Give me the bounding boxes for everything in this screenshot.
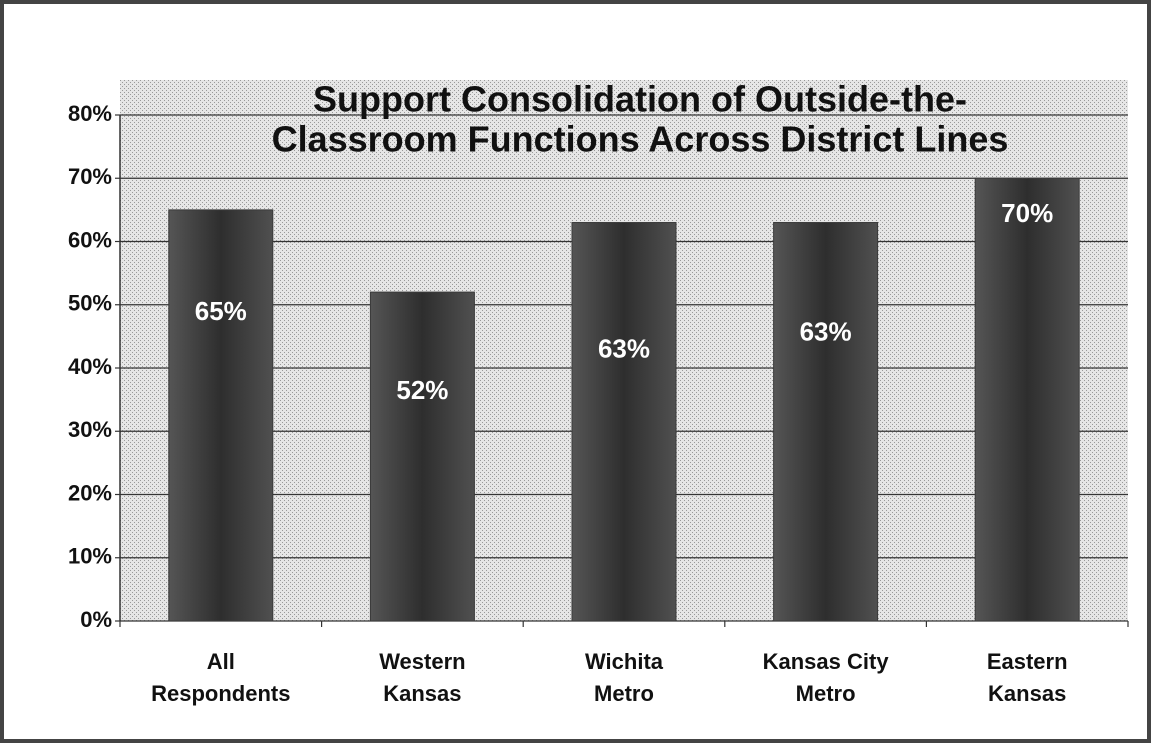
- x-tick-label: Kansas City Metro: [763, 649, 890, 706]
- y-tick-label: 80%: [68, 101, 112, 126]
- y-tick-label: 10%: [68, 544, 112, 569]
- x-tick-label: Wichita Metro: [585, 649, 664, 706]
- y-tick-label: 0%: [80, 607, 112, 632]
- bar: [369, 291, 475, 622]
- y-tick-label: 30%: [68, 417, 112, 442]
- x-tick-label: All Respondents: [151, 649, 290, 706]
- x-tick-label: Eastern Kansas: [987, 649, 1068, 706]
- value-label: 63%: [800, 316, 852, 346]
- bar: [571, 222, 677, 622]
- bar: [974, 177, 1080, 622]
- bar: [168, 209, 274, 622]
- y-tick-label: 60%: [68, 227, 112, 252]
- value-label: 52%: [396, 375, 448, 405]
- x-tick-label: Western Kansas: [379, 649, 465, 706]
- value-label: 70%: [1001, 198, 1053, 228]
- bar: [773, 222, 879, 622]
- y-tick-label: 40%: [68, 354, 112, 379]
- value-label: 63%: [598, 333, 650, 363]
- y-tick-label: 20%: [68, 480, 112, 505]
- y-tick-label: 50%: [68, 291, 112, 316]
- chart-title: Classroom Functions Across District Line…: [272, 119, 1009, 160]
- y-tick-label: 70%: [68, 164, 112, 189]
- chart-title: Support Consolidation of Outside-the-: [313, 79, 967, 120]
- value-label: 65%: [195, 296, 247, 326]
